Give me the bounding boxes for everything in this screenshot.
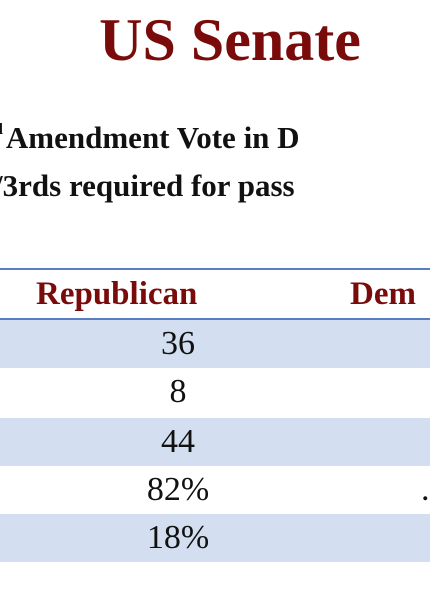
republican-cell: 8 [169,373,187,410]
table-row: 36 [0,320,430,368]
republican-cell: 44 [161,423,195,460]
column-header-republican: Republican [36,276,198,312]
subtitle-line-2: /3rds required for pass [0,166,295,206]
subtitle-superscript: d [0,121,3,138]
subtitle-line-2-text: 3rds required for pass [2,168,295,203]
table-header-bottom-rule [0,318,430,320]
subtitle-text: Amendment Vote in D [5,120,300,155]
table-header-top-rule [0,268,430,270]
subtitle-line-1: dAmendment Vote in D [0,110,300,158]
table-row: 82% . [0,466,430,514]
column-header-democrat: Dem [350,276,416,312]
table-row: 18% [0,514,430,562]
republican-cell: 82% [146,471,210,508]
republican-cell: 18% [146,519,210,556]
page-title: US Senate [99,7,361,73]
democrat-cell: . [421,471,430,508]
table-row: 8 [0,368,430,416]
republican-cell: 36 [161,325,195,362]
subtitle-line-2-lead: / [0,168,3,203]
table-row: 44 [0,418,430,466]
